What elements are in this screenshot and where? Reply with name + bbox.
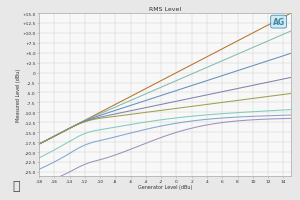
Title: RMS Level: RMS Level bbox=[149, 7, 181, 12]
X-axis label: Generator Level (dBu): Generator Level (dBu) bbox=[138, 185, 192, 190]
Text: AG: AG bbox=[273, 18, 285, 27]
Y-axis label: Measured Level (dBu): Measured Level (dBu) bbox=[16, 69, 21, 121]
Text: ⌕: ⌕ bbox=[12, 179, 20, 192]
